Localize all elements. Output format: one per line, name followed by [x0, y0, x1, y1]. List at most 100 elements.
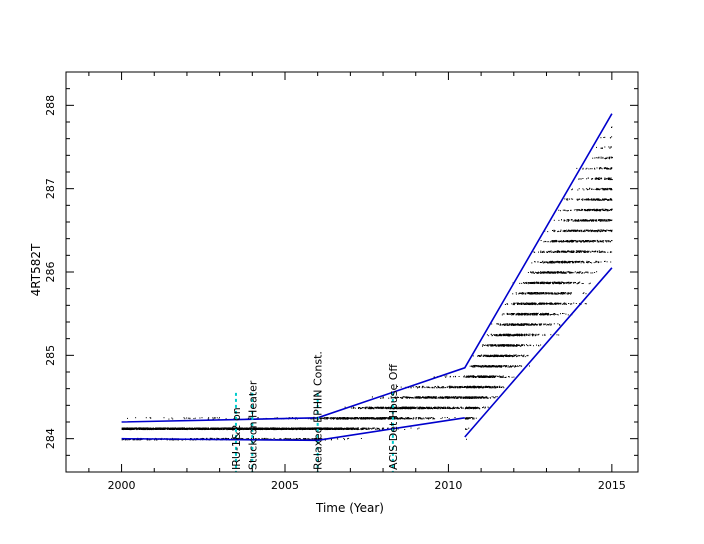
data-point — [396, 397, 398, 399]
data-point — [236, 427, 237, 429]
data-point — [139, 428, 141, 430]
data-point — [296, 427, 298, 429]
data-point — [348, 418, 350, 420]
data-point — [456, 386, 458, 388]
data-point — [361, 407, 363, 409]
data-point — [468, 375, 470, 377]
data-point — [409, 417, 411, 419]
data-point — [483, 345, 485, 346]
data-point — [511, 314, 513, 316]
data-point — [447, 408, 449, 409]
data-point — [368, 418, 370, 420]
data-point — [306, 427, 308, 429]
data-point — [182, 428, 184, 429]
data-point — [517, 312, 519, 314]
data-point — [417, 396, 419, 398]
data-point — [450, 386, 451, 388]
data-point — [444, 417, 446, 419]
data-point — [234, 438, 236, 440]
data-point — [376, 407, 377, 409]
data-point — [407, 407, 409, 409]
data-point — [282, 427, 284, 429]
data-point — [240, 427, 242, 429]
data-point — [179, 428, 181, 430]
data-point — [355, 428, 357, 430]
data-point — [160, 428, 162, 429]
data-point — [421, 406, 423, 408]
data-point — [426, 397, 428, 399]
data-point — [419, 407, 421, 409]
data-point — [461, 386, 463, 388]
data-point — [354, 418, 356, 420]
data-point — [363, 417, 365, 419]
data-point — [409, 408, 411, 410]
data-point — [442, 396, 444, 398]
data-point — [418, 386, 420, 387]
data-point — [374, 427, 376, 429]
data-point — [326, 417, 328, 419]
data-point — [163, 417, 165, 419]
data-point — [363, 427, 365, 429]
data-point — [292, 427, 294, 429]
data-point — [302, 438, 304, 440]
data-point — [386, 417, 388, 419]
data-point — [341, 417, 342, 419]
data-point — [210, 437, 212, 439]
data-point — [292, 438, 294, 440]
data-point — [263, 438, 265, 440]
data-point — [269, 427, 271, 429]
data-point — [326, 428, 328, 429]
data-point — [239, 428, 241, 430]
data-point — [152, 428, 153, 430]
data-point — [357, 427, 359, 429]
data-point — [426, 407, 428, 409]
data-point — [335, 428, 337, 430]
data-point — [182, 428, 184, 430]
data-point — [434, 396, 436, 398]
data-point — [260, 428, 262, 430]
data-point — [367, 417, 369, 419]
data-point — [341, 418, 343, 420]
data-point — [133, 428, 135, 429]
data-point — [339, 417, 341, 418]
data-point — [377, 407, 379, 408]
data-point — [378, 417, 380, 419]
data-point — [365, 427, 367, 429]
data-point — [424, 397, 426, 398]
data-point — [328, 427, 330, 429]
data-point — [525, 292, 527, 294]
data-point — [409, 407, 411, 409]
data-point — [383, 417, 385, 418]
data-point — [135, 417, 137, 419]
data-point — [418, 407, 420, 409]
data-point — [288, 438, 289, 440]
data-point — [371, 428, 373, 430]
data-point — [266, 428, 268, 430]
data-point — [287, 438, 289, 440]
data-point — [226, 427, 228, 429]
data-point — [314, 428, 316, 430]
data-point — [195, 427, 197, 429]
data-point — [323, 428, 325, 430]
data-point — [207, 427, 209, 429]
data-point — [255, 428, 257, 430]
data-point — [128, 439, 130, 441]
data-point — [349, 428, 350, 430]
data-point — [354, 429, 356, 430]
data-point — [316, 427, 318, 429]
data-point — [253, 428, 255, 430]
data-point — [135, 428, 137, 430]
data-point — [407, 418, 409, 420]
data-point — [310, 428, 312, 430]
data-point — [177, 428, 179, 430]
data-point — [321, 427, 323, 429]
data-point — [319, 429, 321, 430]
data-point — [321, 428, 323, 430]
data-point — [252, 427, 254, 429]
data-point — [284, 438, 286, 440]
data-point — [432, 407, 434, 408]
data-point — [337, 438, 339, 440]
data-point — [292, 428, 294, 430]
data-point — [378, 427, 380, 429]
